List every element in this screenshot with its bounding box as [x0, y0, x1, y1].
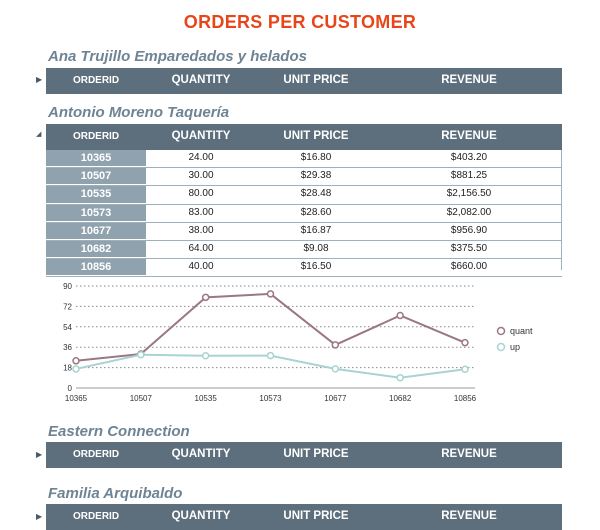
cell-quantity: 64.00 — [188, 242, 214, 254]
data-point-quant — [72, 357, 80, 365]
cell-orderid: 10535 — [46, 186, 146, 203]
y-tick-label: 0 — [68, 384, 73, 393]
group-header-antonio-moreno: ORDERID QUANTITY UNIT PRICE REVENUE — [46, 124, 562, 150]
cell-quantity: 38.00 — [188, 224, 214, 236]
group-header-familia-arquibaldo: ORDERID QUANTITY UNIT PRICE REVENUE — [46, 504, 562, 530]
group-title-ana-trujillo: Ana Trujillo Emparedados y helados — [48, 48, 307, 65]
y-tick-label: 36 — [63, 343, 72, 352]
cell-unit-price: $28.60 — [300, 206, 332, 218]
col-header-revenue[interactable]: REVENUE — [441, 448, 497, 460]
cell-quantity: 24.00 — [188, 152, 214, 163]
series-line-quant — [75, 292, 466, 362]
x-tick-label: 10573 — [259, 394, 282, 403]
col-header-quantity[interactable]: QUANTITY — [171, 130, 231, 142]
col-header-orderid[interactable]: ORDERID — [72, 75, 120, 86]
data-point-quant — [266, 290, 275, 298]
expand-icon[interactable]: ▶ — [36, 75, 43, 84]
cell-revenue: $403.20 — [450, 152, 488, 163]
cell-unit-price: $29.38 — [300, 170, 332, 182]
cell-revenue: $2,156.50 — [446, 188, 492, 200]
cell-unit-price: $16.50 — [300, 261, 332, 273]
col-header-quantity[interactable]: QUANTITY — [171, 448, 231, 460]
y-tick-label: 54 — [63, 323, 72, 332]
col-header-revenue[interactable]: REVENUE — [441, 74, 497, 86]
col-header-unit-price[interactable]: UNIT PRICE — [283, 510, 349, 522]
table-row[interactable]: 10682 64.00 $9.08 $375.50 — [46, 240, 562, 260]
cell-quantity: 83.00 — [188, 206, 214, 218]
cell-orderid: 10573 — [46, 204, 146, 221]
group-title-antonio-moreno: Antonio Moreno Taquería — [48, 104, 230, 121]
legend-label-quant: quant — [510, 326, 533, 336]
data-point-up — [461, 365, 469, 374]
col-header-orderid[interactable]: ORDERID — [72, 449, 120, 460]
data-point-quant — [396, 311, 404, 320]
cell-revenue: $881.25 — [450, 170, 488, 182]
cell-unit-price: $28.48 — [300, 188, 332, 200]
col-header-unit-price[interactable]: UNIT PRICE — [283, 130, 349, 142]
group-header-ana-trujillo: ORDERID QUANTITY UNIT PRICE REVENUE — [46, 68, 562, 94]
data-point-quant — [201, 293, 210, 302]
col-header-revenue[interactable]: REVENUE — [441, 130, 497, 142]
table-row[interactable]: 10535 80.00 $28.48 $2,156.50 — [46, 186, 562, 205]
data-point-up — [137, 350, 145, 359]
group-title-eastern-connection: Eastern Connection — [48, 423, 190, 440]
x-tick-label: 10507 — [130, 394, 153, 403]
data-point-up — [396, 373, 404, 382]
cell-unit-price: $16.87 — [300, 224, 332, 236]
y-tick-label: 90 — [63, 282, 72, 291]
y-tick-label: 72 — [63, 302, 72, 311]
collapse-icon[interactable]: ◢ — [36, 131, 42, 138]
table-row[interactable]: 10507 30.00 $29.38 $881.25 — [46, 168, 562, 187]
cell-revenue: $956.90 — [450, 224, 488, 236]
cell-unit-price: $9.08 — [303, 242, 329, 254]
cell-revenue: $2,082.00 — [446, 206, 492, 218]
group-header-eastern-connection: ORDERID QUANTITY UNIT PRICE REVENUE — [46, 442, 562, 468]
col-header-orderid[interactable]: ORDERID — [72, 131, 120, 142]
page-title: ORDERS PER CUSTOMER — [183, 12, 417, 32]
data-point-quant — [331, 341, 340, 349]
legend-label-up: up — [510, 342, 520, 352]
col-header-quantity[interactable]: QUANTITY — [171, 74, 231, 86]
table-row[interactable]: 10573 83.00 $28.60 $2,082.00 — [46, 204, 562, 223]
col-header-revenue[interactable]: REVENUE — [441, 510, 497, 522]
x-tick-label: 10677 — [324, 394, 347, 403]
cell-orderid: 10677 — [46, 222, 146, 239]
legend-marker-up — [496, 342, 506, 352]
data-point-up — [72, 365, 80, 373]
table-row[interactable]: 10365 24.00 $16.80 $403.20 — [46, 150, 562, 169]
cell-orderid: 10507 — [46, 168, 146, 185]
orders-table: 10365 24.00 $16.80 $403.20 10507 30.00 $… — [46, 150, 562, 278]
col-header-orderid[interactable]: ORDERID — [72, 511, 120, 522]
cell-quantity: 40.00 — [188, 261, 214, 273]
y-tick-label: 18 — [63, 364, 72, 373]
data-point-up — [201, 351, 210, 360]
table-row[interactable]: 10856 40.00 $16.50 $660.00 — [46, 259, 562, 278]
cell-quantity: 30.00 — [188, 170, 214, 182]
x-tick-label: 10856 — [454, 394, 477, 403]
data-point-up — [331, 365, 340, 373]
data-point-quant — [461, 338, 469, 347]
table-row[interactable]: 10677 38.00 $16.87 $956.90 — [46, 222, 562, 241]
x-tick-label: 10365 — [65, 394, 88, 403]
x-tick-label: 10535 — [195, 394, 218, 403]
expand-icon[interactable]: ▶ — [36, 450, 43, 459]
legend-marker-quant — [496, 326, 506, 336]
cell-revenue: $660.00 — [450, 261, 488, 273]
group-title-familia-arquibaldo: Familia Arquibaldo — [48, 485, 183, 502]
col-header-quantity[interactable]: QUANTITY — [171, 510, 231, 522]
cell-quantity: 80.00 — [188, 188, 214, 200]
col-header-unit-price[interactable]: UNIT PRICE — [283, 74, 349, 86]
expand-icon[interactable]: ▶ — [36, 512, 43, 521]
orders-line-chart: 0 18 36 54 72 90 10365 10507 10535 10573 10677 1068… — [63, 282, 533, 403]
data-point-up — [266, 351, 275, 360]
col-header-unit-price[interactable]: UNIT PRICE — [283, 448, 349, 460]
cell-orderid: 10682 — [46, 240, 146, 258]
cell-revenue: $375.50 — [450, 242, 488, 254]
cell-orderid: 10856 — [46, 259, 146, 276]
cell-unit-price: $16.80 — [300, 152, 332, 163]
cell-orderid: 10365 — [46, 150, 146, 167]
x-tick-label: 10682 — [389, 394, 412, 403]
